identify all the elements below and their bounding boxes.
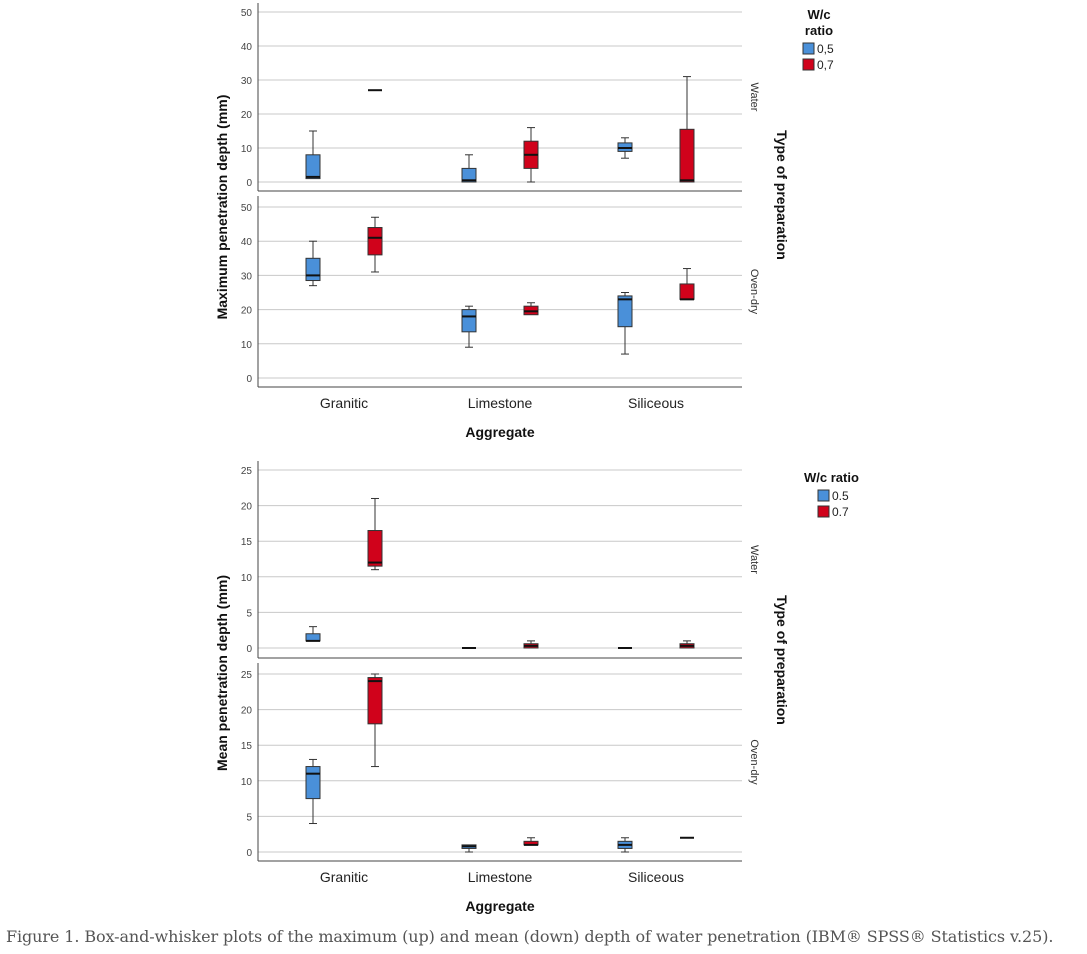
y-tick-label: 20 <box>241 706 253 717</box>
box-iqr <box>461 309 477 333</box>
box-iqr <box>679 128 695 183</box>
legend-title: ratio <box>805 23 833 38</box>
panel-axis-title: Type of preparation <box>774 595 790 725</box>
box-siliceous-05 <box>617 137 633 159</box>
box-granitic-05 <box>305 130 321 180</box>
x-axis-title: Aggregate <box>465 898 534 914</box>
panel-axis-title: Type of preparation <box>774 130 790 260</box>
y-tick-label: 20 <box>241 502 253 513</box>
box-iqr <box>305 633 321 642</box>
box-iqr <box>367 677 383 725</box>
x-tick-label: Granitic <box>320 395 368 411</box>
x-axis-title: Aggregate <box>465 424 534 440</box>
y-tick-label: 40 <box>241 237 253 248</box>
figure-caption: Figure 1. Box-and-whisker plots of the m… <box>6 927 1054 946</box>
box-siliceous-07 <box>679 76 695 183</box>
legend-label: 0.5 <box>832 489 849 503</box>
box-granitic-05 <box>305 758 321 825</box>
y-tick-label: 20 <box>241 110 253 121</box>
y-tick-label: 50 <box>241 8 253 19</box>
panel-water: 0 10 20 30 40 50 Water <box>241 3 760 192</box>
box-limestone-07 <box>523 640 539 649</box>
y-tick-label: 0 <box>246 374 252 385</box>
y-tick-label: 30 <box>241 271 253 282</box>
y-tick-label: 20 <box>241 306 253 317</box>
box-iqr <box>617 295 633 328</box>
panel-label: Water <box>748 83 760 112</box>
box-granitic-07 <box>367 497 383 571</box>
figure-charts: 01020304050Water01020304050Oven-dryGrani… <box>214 3 859 914</box>
panel-label: Oven-dry <box>748 269 760 315</box>
y-tick-label: 10 <box>241 144 253 155</box>
box-iqr <box>305 766 321 800</box>
box-iqr <box>305 154 321 180</box>
box-granitic-05 <box>305 240 321 287</box>
y-tick-label: 5 <box>246 812 252 823</box>
y-tick-label: 10 <box>241 340 253 351</box>
panel-label: Water <box>748 545 760 574</box>
box-limestone-07 <box>523 127 539 183</box>
y-tick-label: 15 <box>241 741 253 752</box>
x-tick-label: Siliceous <box>628 869 684 885</box>
box-limestone-07 <box>523 302 539 316</box>
box-iqr <box>679 283 695 300</box>
box-granitic-05 <box>305 626 321 642</box>
chart-1: 0 10 20 30 40 50 Water 0 10 20 30 40 50 Oven-dry Grani… <box>214 3 834 440</box>
box-iqr <box>305 257 321 282</box>
y-tick-label: 25 <box>241 466 253 477</box>
panel-oven-dry: 0 5 10 15 20 25 Oven-dry <box>241 663 760 862</box>
x-tick-label: Limestone <box>468 869 533 885</box>
legend-swatch <box>802 58 815 71</box>
box-iqr <box>367 227 383 256</box>
box-siliceous-05 <box>617 837 633 853</box>
y-tick-label: 0 <box>246 178 252 189</box>
x-tick-label: Granitic <box>320 869 368 885</box>
legend-label: 0,7 <box>817 58 834 72</box>
chart-2: 0 5 10 15 20 25 Water 0 5 10 15 20 25 Oven-dry Graniti… <box>214 461 859 914</box>
y-axis-title: Mean penetration depth (mm) <box>214 575 230 771</box>
y-tick-label: 0 <box>246 644 252 655</box>
box-granitic-07 <box>367 673 383 768</box>
y-tick-label: 40 <box>241 42 253 53</box>
box-siliceous-07 <box>679 268 695 301</box>
panel-oven-dry: 0 10 20 30 40 50 Oven-dry <box>241 196 760 388</box>
box-iqr <box>461 167 477 183</box>
box-limestone-05 <box>461 844 477 853</box>
legend: W/c ratio 0.5 0.7 <box>804 470 859 519</box>
box-siliceous-07 <box>679 640 695 649</box>
x-tick-label: Siliceous <box>628 395 684 411</box>
box-siliceous-05 <box>617 292 633 355</box>
y-tick-label: 0 <box>246 848 252 859</box>
box-iqr <box>367 530 383 567</box>
y-tick-label: 15 <box>241 537 253 548</box>
y-tick-label: 50 <box>241 203 253 214</box>
legend-title: W/c <box>807 7 830 22</box>
panel-water: 0 5 10 15 20 25 Water <box>241 461 760 659</box>
legend-swatch <box>817 505 830 518</box>
y-tick-label: 10 <box>241 573 253 584</box>
legend-label: 0,5 <box>817 42 834 56</box>
legend-swatch <box>802 42 815 55</box>
y-tick-label: 10 <box>241 777 253 788</box>
box-granitic-07 <box>367 216 383 273</box>
legend-title: W/c ratio <box>804 470 859 485</box>
y-tick-label: 5 <box>246 608 252 619</box>
x-tick-label: Limestone <box>468 395 533 411</box>
legend-label: 0.7 <box>832 505 849 519</box>
y-tick-label: 30 <box>241 76 253 87</box>
y-tick-label: 25 <box>241 670 253 681</box>
panel-label: Oven-dry <box>748 739 760 785</box>
box-limestone-07 <box>523 837 539 846</box>
legend-swatch <box>817 489 830 502</box>
y-axis-title: Maximum penetration depth (mm) <box>214 95 230 320</box>
box-limestone-05 <box>461 305 477 348</box>
box-limestone-05 <box>461 154 477 183</box>
